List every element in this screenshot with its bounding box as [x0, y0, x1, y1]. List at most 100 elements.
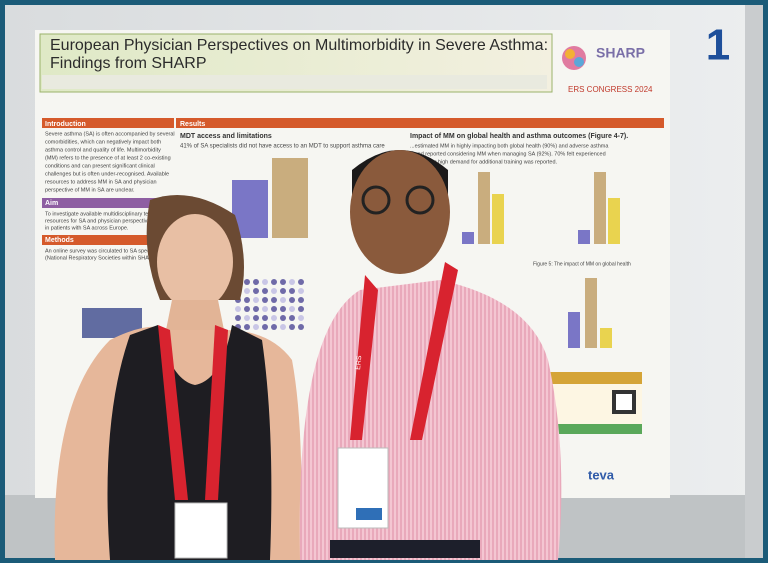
- dot: [253, 315, 259, 321]
- dot: [298, 297, 304, 303]
- dot: [298, 288, 304, 294]
- section-heading: Aim: [45, 200, 58, 207]
- section-header: [42, 235, 174, 245]
- dot: [298, 279, 304, 285]
- body-text: resources to address MM in SA and physic…: [45, 179, 157, 185]
- dot: [244, 306, 250, 312]
- badge: [174, 502, 228, 559]
- dot: [298, 315, 304, 321]
- body-text: in patients with SA across Europe.: [45, 225, 129, 231]
- dot: [289, 315, 295, 321]
- dot: [280, 324, 286, 330]
- body-text: (MM) refers to the presence of at least …: [45, 155, 171, 161]
- dot: [262, 315, 268, 321]
- poster-title: Findings from SHARP: [50, 55, 207, 72]
- section-heading: Introduction: [45, 121, 86, 128]
- dot: [244, 288, 250, 294]
- logo-mark: [574, 57, 584, 67]
- dot: [280, 279, 286, 285]
- dot: [280, 315, 286, 321]
- lanyard-text: ERS: [355, 355, 363, 370]
- lanyard: [205, 325, 228, 500]
- lanyard: [158, 325, 188, 500]
- subheading: MDT access and limitations: [180, 133, 272, 140]
- dot: [262, 279, 268, 285]
- glasses: [405, 185, 435, 215]
- trousers: [330, 540, 480, 558]
- dot: [271, 315, 277, 321]
- dot: [280, 297, 286, 303]
- dot: [262, 306, 268, 312]
- section-header: [176, 118, 664, 128]
- logo-text: SHARP: [596, 45, 645, 61]
- dot: [289, 297, 295, 303]
- section-header: [42, 118, 174, 128]
- poster-bar: [608, 198, 620, 244]
- dot: [289, 279, 295, 285]
- dot: [280, 306, 286, 312]
- subheading: Impact of MM on global health and asthma…: [410, 133, 628, 140]
- intro-text: Severe asthma (SA) is often accompanied …: [45, 131, 175, 193]
- body-text: An online survey was circulated to SA sp…: [45, 248, 164, 254]
- dot: [253, 297, 259, 303]
- poster-dot-chart: [235, 279, 304, 330]
- section-header: [42, 198, 174, 208]
- poster-bar: [492, 194, 504, 244]
- dot: [244, 315, 250, 321]
- body-text: perspective of MM in SA are unclear.: [45, 187, 135, 193]
- body-text: resources for SA and physician perspecti…: [45, 218, 172, 224]
- body-text: comorbidities, which can negatively impa…: [45, 139, 161, 145]
- dot: [271, 306, 277, 312]
- dot: [262, 288, 268, 294]
- body-text: ...estimated MM in highly impacting both…: [410, 143, 609, 149]
- person-left: [54, 195, 302, 560]
- face: [350, 150, 450, 274]
- body-text: challenges but is often under-recognised…: [45, 171, 169, 177]
- poster-bar: [272, 158, 308, 238]
- poster-bar: [594, 172, 606, 244]
- lanyard: [350, 275, 378, 440]
- body-text: asthma control and quality of life. Mult…: [45, 147, 161, 153]
- dot: [289, 288, 295, 294]
- person-right: ERS: [299, 150, 562, 560]
- dot: [289, 324, 295, 330]
- logo-mark: [565, 49, 575, 59]
- section-header: [546, 424, 642, 434]
- dot: [235, 306, 241, 312]
- dot: [253, 306, 259, 312]
- dot: [280, 288, 286, 294]
- congress-text: ERS CONGRESS 2024: [568, 85, 653, 94]
- face: [157, 214, 233, 310]
- body-text: Severe asthma (SA) is often accompanied …: [45, 131, 175, 137]
- dot: [271, 279, 277, 285]
- panel-edge: [745, 5, 763, 558]
- dot: [253, 324, 259, 330]
- dot: [271, 324, 277, 330]
- dot: [271, 288, 277, 294]
- qr-code: [616, 394, 632, 410]
- section-heading: Results: [180, 121, 205, 128]
- dot: [271, 297, 277, 303]
- body-text: ...However high demand for additional tr…: [410, 159, 558, 165]
- board-number: 1: [706, 21, 730, 70]
- dot: [253, 288, 259, 294]
- body-text: ...and reported considering MM when mana…: [410, 151, 606, 157]
- figure-caption: Figure 5: The impact of MM on global hea…: [533, 261, 631, 267]
- impact-text: ...estimated MM in highly impacting both…: [410, 143, 609, 165]
- dot: [244, 297, 250, 303]
- dot: [235, 315, 241, 321]
- glasses: [361, 185, 391, 215]
- badge-tag: [356, 508, 382, 520]
- dot: [244, 324, 250, 330]
- neck: [165, 300, 225, 335]
- dot: [298, 306, 304, 312]
- poster-bar: [462, 232, 474, 244]
- body-text: To investigate available multidisciplina…: [45, 211, 173, 217]
- poster-title: European Physician Perspectives on Multi…: [50, 37, 548, 54]
- dress: [107, 325, 272, 560]
- authors-strip: [42, 75, 547, 89]
- logo-mark: [562, 46, 586, 70]
- dot: [253, 279, 259, 285]
- lanyard: [410, 262, 458, 440]
